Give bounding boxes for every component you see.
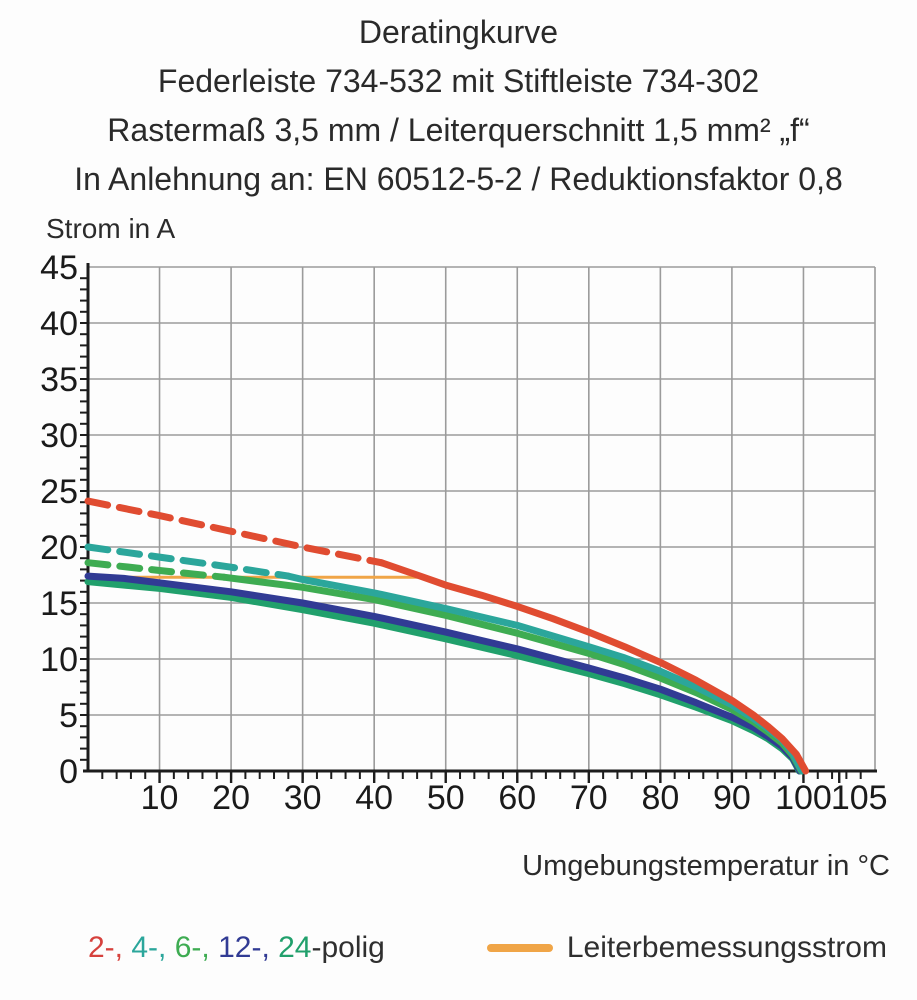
chart-subtitle-2: Rastermaß 3,5 mm / Leiterquerschnitt 1,5… (107, 112, 810, 148)
chart-subtitle-3: In Anlehnung an: EN 60512-5-2 / Reduktio… (74, 161, 843, 197)
poles-legend: 2-, 4-, 6-, 12-, 24-polig (88, 931, 385, 965)
curve-2-polig-solid (377, 559, 810, 775)
y-tick-label: 45 (40, 249, 78, 287)
pole-legend-item: 24 (278, 931, 312, 964)
conductor-line-swatch (486, 944, 553, 952)
pole-legend-item: -polig (311, 931, 385, 964)
x-tick-label: 80 (641, 779, 679, 817)
derating-chart-svg: 0 5 10 15 20 25 30 35 40 45 10 20 30 40 50 60 70 80 90 100 1… (40, 249, 888, 817)
x-tick-label: 60 (498, 779, 536, 817)
x-tick-label: 30 (284, 779, 322, 817)
x-tick-label: 100 (775, 779, 832, 817)
y-tick-label: 35 (40, 361, 78, 399)
pole-legend-item: 4-, (131, 931, 175, 964)
x-axis-title: Umgebungstemperatur in °C (522, 850, 890, 882)
curve-4-polig-solid (284, 572, 806, 775)
conductor-legend-label: Leiterbemessungsstrom (566, 931, 887, 964)
x-tick-label: 20 (212, 779, 250, 817)
pole-legend-item: 2-, (88, 931, 132, 964)
y-tick-label: 20 (40, 529, 78, 567)
chart-subtitle-1: Federleiste 734-532 mit Stiftleiste 734-… (157, 63, 760, 99)
y-tick-label: 40 (40, 305, 78, 343)
conductor-legend: Leiterbemessungsstrom (486, 931, 887, 965)
x-tick-label: 90 (713, 779, 751, 817)
y-axis-title: Strom in A (46, 213, 176, 244)
y-tick-label: 5 (59, 697, 78, 735)
curve-4-polig-dashed (84, 543, 292, 580)
y-tick-label: 0 (59, 753, 78, 791)
y-tick-label: 10 (40, 641, 78, 679)
x-tick-label: 10 (141, 779, 179, 817)
y-tick-label: 15 (40, 585, 78, 623)
chart-header: Deratingkurve Federleiste 734-532 mit St… (0, 0, 917, 204)
x-tick-label: 105 (831, 779, 888, 817)
x-tick-label: 50 (427, 779, 465, 817)
legend: 2-, 4-, 6-, 12-, 24-polig Leiterbemessun… (88, 931, 887, 965)
x-tick-label: 40 (355, 779, 393, 817)
curve-2-polig-dashed (84, 497, 385, 567)
y-tick-label: 25 (40, 473, 78, 511)
x-tick-label: 70 (570, 779, 608, 817)
pole-legend-item: 12-, (218, 931, 279, 964)
curve-6-polig-dashed (84, 559, 228, 581)
pole-legend-item: 6-, (174, 931, 219, 964)
chart-title: Deratingkurve (358, 14, 559, 50)
y-tick-label: 30 (40, 417, 78, 455)
